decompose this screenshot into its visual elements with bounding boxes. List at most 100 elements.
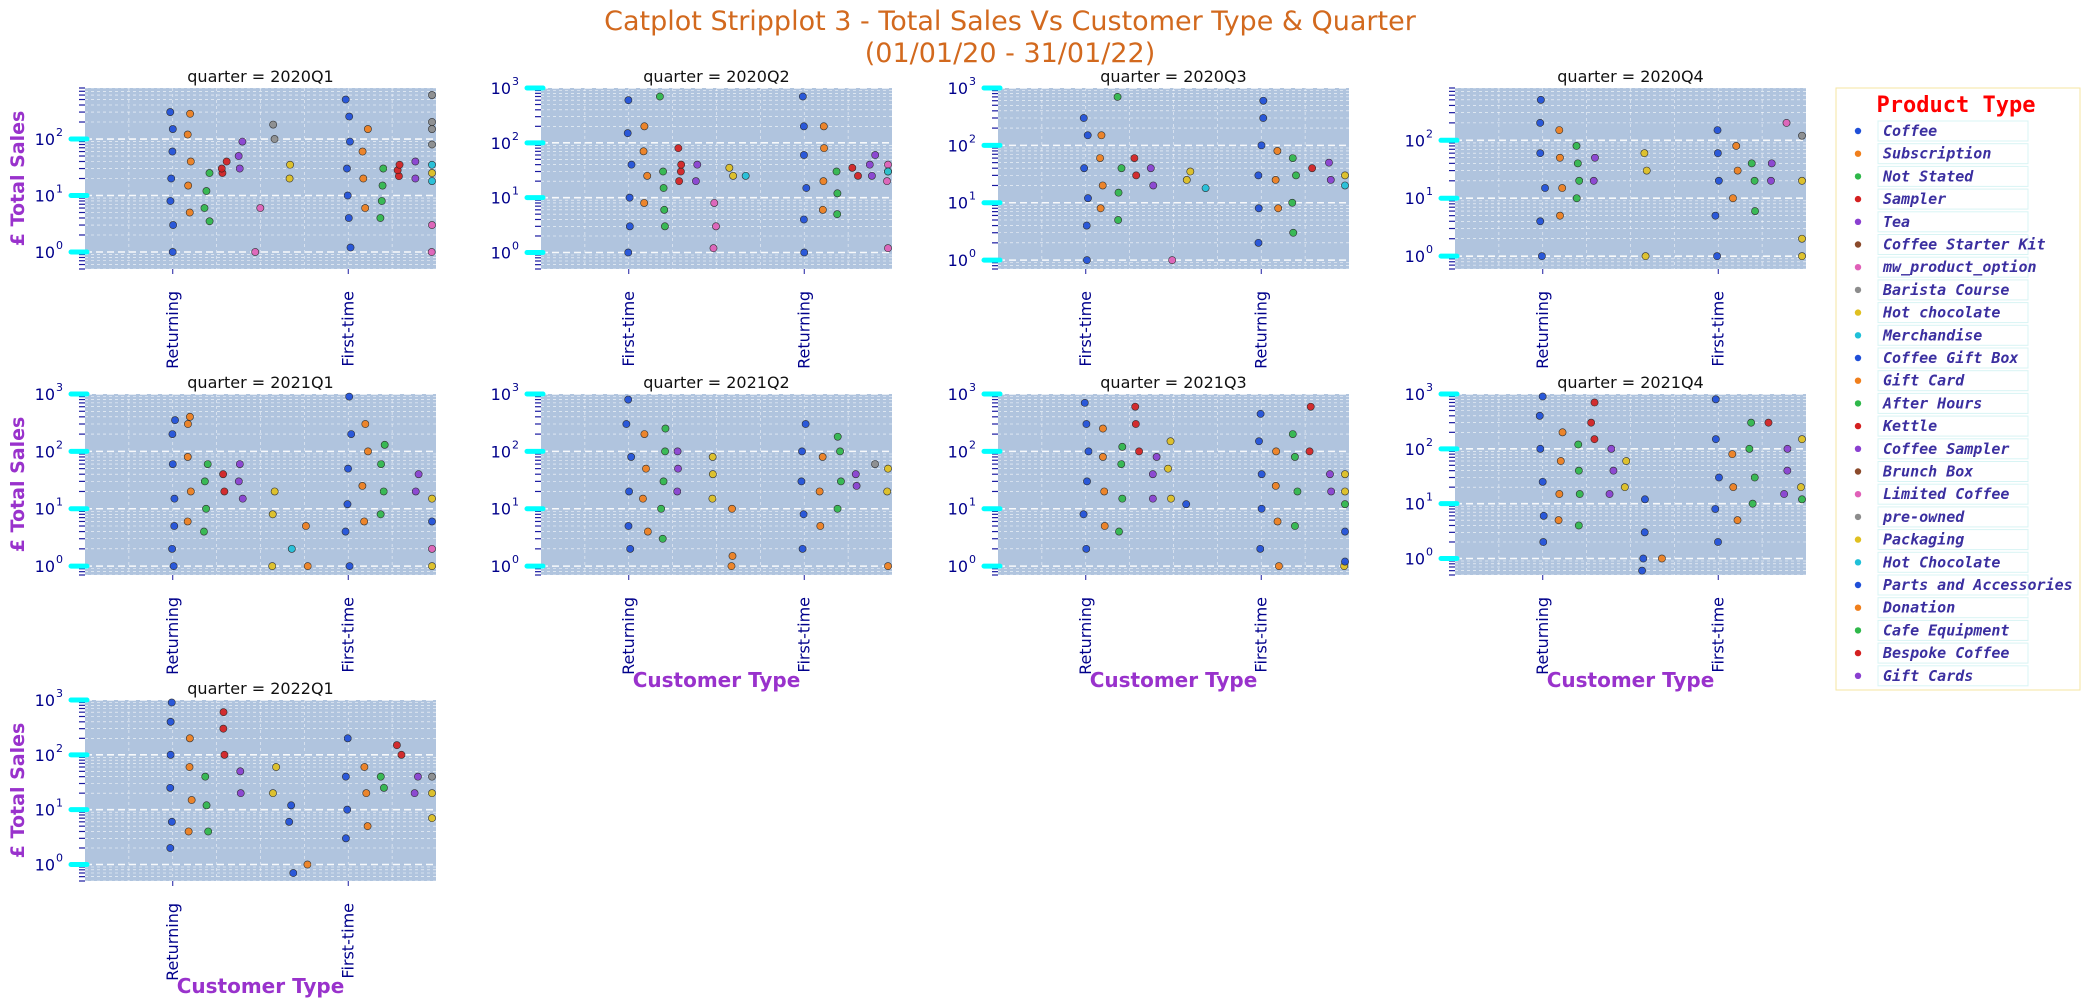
y-tick-label: 10 xyxy=(1405,440,1425,459)
data-point xyxy=(1257,470,1266,479)
data-point xyxy=(1715,473,1723,482)
data-point xyxy=(1556,457,1565,465)
data-point xyxy=(677,160,686,169)
x-axis-label: Customer Type xyxy=(1547,668,1715,692)
x-tick-label-returning: Returning xyxy=(1533,597,1552,675)
data-point xyxy=(345,392,354,401)
legend-label-box xyxy=(1877,415,2029,437)
data-point xyxy=(1541,184,1549,192)
data-point xyxy=(1254,171,1263,180)
y-tick-exponent: 1 xyxy=(56,797,63,810)
legend-label: Brunch Box xyxy=(1882,463,1973,481)
data-point xyxy=(1641,495,1649,504)
legend-marker xyxy=(1854,241,1862,248)
x-tick-label-returning: Returning xyxy=(163,291,182,369)
data-point xyxy=(286,160,294,169)
y-tick-label: 10 xyxy=(491,385,511,404)
data-point xyxy=(184,420,192,428)
strip-points xyxy=(623,92,892,257)
data-point xyxy=(1798,131,1806,140)
y-tick-exponent: 1 xyxy=(56,496,63,509)
data-point xyxy=(428,544,436,553)
x-tick-label-returning: Returning xyxy=(1251,291,1270,369)
data-point xyxy=(428,118,436,126)
data-point xyxy=(219,708,228,717)
legend-label-box xyxy=(1877,574,2029,596)
data-point xyxy=(1082,221,1091,230)
y-tick-exponent: 2 xyxy=(1426,436,1433,449)
data-point xyxy=(871,460,879,468)
data-point xyxy=(816,522,825,530)
data-point xyxy=(205,217,214,226)
data-point xyxy=(1182,500,1191,509)
data-point xyxy=(655,92,664,101)
legend-marker xyxy=(1854,195,1862,203)
data-point xyxy=(883,177,891,186)
data-point xyxy=(1099,424,1107,433)
data-point xyxy=(220,487,229,496)
data-point xyxy=(414,772,422,781)
data-point xyxy=(287,544,296,553)
data-point xyxy=(428,177,436,185)
data-point xyxy=(268,562,277,571)
data-point xyxy=(1341,470,1349,479)
legend-label-box xyxy=(1877,529,2029,551)
legend-item: Parts and Accessories xyxy=(1854,574,2073,596)
legend-label: Not Stated xyxy=(1882,167,1974,185)
data-point xyxy=(837,477,845,486)
legend-item: Barista Course xyxy=(1854,279,2029,301)
data-point xyxy=(345,562,354,571)
y-tick-exponent: 0 xyxy=(56,239,63,252)
data-point xyxy=(427,248,436,256)
data-point xyxy=(1714,176,1723,185)
data-point xyxy=(185,208,194,217)
legend-label-box xyxy=(1877,302,2029,324)
y-tick-exponent: 3 xyxy=(969,75,976,88)
data-point xyxy=(1620,483,1629,492)
data-point xyxy=(360,763,369,771)
data-point xyxy=(377,460,385,468)
data-point xyxy=(185,763,194,771)
data-point xyxy=(657,504,666,513)
data-point xyxy=(1341,171,1349,180)
data-point xyxy=(285,174,294,183)
data-point xyxy=(341,527,350,536)
data-point xyxy=(1080,164,1089,173)
data-point xyxy=(1305,447,1314,456)
panel-title: quarter = 2021Q1 xyxy=(187,373,333,392)
legend-marker xyxy=(1854,309,1862,316)
legend-marker xyxy=(1854,672,1862,679)
data-point xyxy=(168,430,177,439)
legend-frame xyxy=(1835,87,2081,691)
data-point xyxy=(883,487,892,496)
data-point xyxy=(884,167,892,176)
legend-marker xyxy=(1854,491,1862,498)
data-point xyxy=(1590,435,1599,444)
data-point xyxy=(238,137,247,146)
data-point xyxy=(1341,527,1349,536)
data-point xyxy=(1099,453,1107,461)
data-point xyxy=(623,129,632,138)
legend-item: Hot Chocolate xyxy=(1854,551,2029,573)
y-tick-exponent: 0 xyxy=(969,553,976,566)
panel-title: quarter = 2020Q1 xyxy=(187,67,333,86)
data-point xyxy=(674,464,682,473)
legend-label-box xyxy=(1877,665,2029,687)
data-point xyxy=(1745,444,1754,453)
data-point xyxy=(303,860,312,869)
data-point xyxy=(1115,527,1123,536)
data-point xyxy=(1558,184,1567,192)
data-point xyxy=(1327,487,1336,496)
legend-label: Hot chocolate xyxy=(1882,304,2000,322)
data-point xyxy=(820,144,828,153)
panel-title: quarter = 2021Q2 xyxy=(643,373,789,392)
data-point xyxy=(1254,204,1263,213)
legend-label: Parts and Accessories xyxy=(1883,576,2073,594)
y-tick-label: 10 xyxy=(35,187,55,206)
data-point xyxy=(1326,470,1334,479)
panel-title: quarter = 2021Q4 xyxy=(1557,373,1703,392)
data-point xyxy=(1131,420,1140,428)
data-point xyxy=(1135,447,1143,456)
